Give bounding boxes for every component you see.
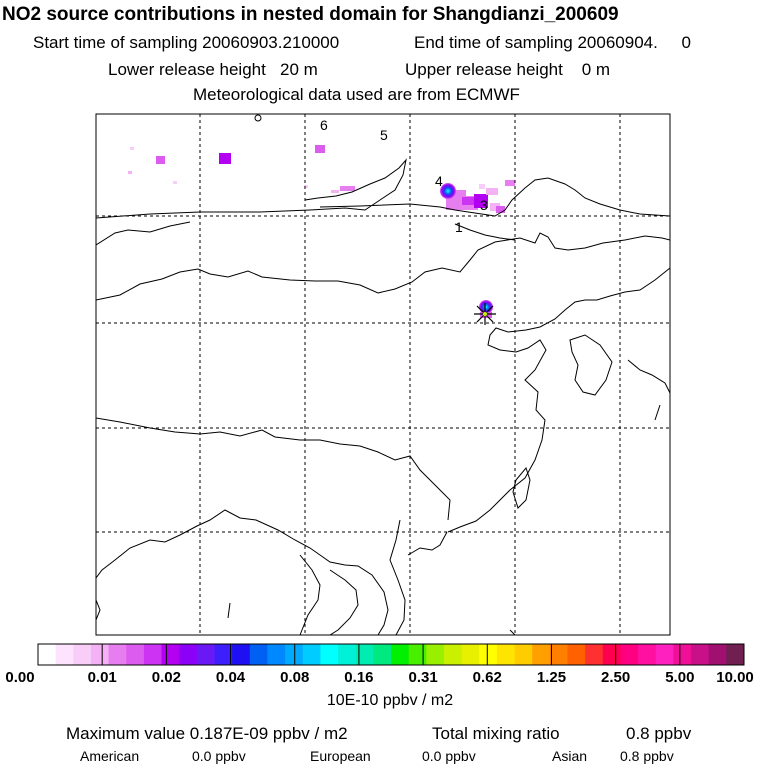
trajectory-point: [254, 114, 262, 122]
colorbar-tick-label: 0.01: [87, 669, 117, 686]
colorbar-swatch: [161, 644, 180, 665]
colorbar-swatch: [55, 644, 74, 665]
total-mixing-label: Total mixing ratio: [432, 724, 560, 743]
lower-release-label: Lower release height 20 m: [108, 60, 318, 79]
colorbar-swatch: [691, 644, 710, 665]
colorbar-swatch: [302, 644, 321, 665]
colorbar-swatch: [73, 644, 92, 665]
max-value-label: Maximum value 0.187E-09 ppbv / m2: [66, 724, 348, 743]
colorbar-tick-label: 0.02: [151, 669, 181, 686]
colorbar-swatch: [267, 644, 286, 665]
total-mixing-value: 0.8 ppbv: [626, 724, 692, 743]
colorbar-swatch: [655, 644, 674, 665]
colorbar-swatch: [426, 644, 445, 665]
colorbar-swatch: [338, 644, 357, 665]
map-outlines: [96, 158, 670, 635]
trajectory-label-5: 5: [380, 127, 388, 143]
map-layer: 6 5 4 3 1: [96, 114, 670, 635]
colorbar-tick-label: 2.50: [601, 669, 631, 686]
colorbar-frame: [37, 643, 745, 666]
concentration-field: [128, 145, 515, 318]
chart-title: NO2 source contributions in nested domai…: [2, 4, 619, 25]
colorbar-swatch: [567, 644, 586, 665]
american-value: 0.0 ppbv: [192, 748, 246, 764]
colorbar-swatch: [214, 644, 233, 665]
colorbar-tick-label: 5.00: [665, 669, 695, 686]
colorbar-swatch: [620, 644, 639, 665]
colorbar-swatch: [479, 644, 498, 665]
colorbar-swatch: [549, 644, 568, 665]
colorbar-swatch: [726, 644, 745, 665]
colorbar-swatch: [285, 644, 304, 665]
colorbar-swatch: [461, 644, 480, 665]
colorbar-swatch: [143, 644, 163, 665]
colorbar-units: 10E-10 ppbv / m2: [326, 692, 454, 709]
american-label: American: [80, 748, 140, 764]
trajectory-label-1: 1: [455, 219, 463, 235]
map-grid: [96, 114, 670, 635]
colorbar-swatch: [179, 644, 198, 665]
colorbar-tick-label: 0.31: [408, 669, 438, 686]
receptor-marker: [474, 303, 496, 325]
colorbar-swatch: [585, 644, 604, 665]
colorbar-swatch: [249, 644, 268, 665]
colorbar-swatch: [108, 644, 127, 665]
colorbar-swatch: [408, 644, 427, 665]
end-time-label: End time of sampling 20060904. 0: [414, 33, 691, 52]
trajectory-label-4: 4: [435, 173, 443, 189]
met-data-label: Meteorological data used are from ECMWF: [193, 85, 520, 104]
colorbar-swatch: [496, 644, 516, 665]
colorbar-swatch: [355, 644, 374, 665]
trajectory-label-6: 6: [320, 117, 328, 133]
map-frame: [95, 113, 671, 636]
colorbar-swatch: [232, 644, 251, 665]
colorbar-tick-label: 0.04: [215, 669, 246, 686]
colorbar-swatch: [638, 644, 657, 665]
trajectory-label-3: 3: [480, 197, 488, 213]
colorbar-swatch: [196, 644, 215, 665]
colorbar-swatch: [126, 644, 145, 665]
colorbar-swatch: [38, 644, 57, 665]
colorbar-swatch: [673, 644, 692, 665]
colorbar-tick-label: 1.25: [536, 669, 567, 686]
european-value: 0.0 ppbv: [422, 748, 476, 764]
colorbar: [37, 643, 745, 666]
colorbar-swatch: [602, 644, 621, 665]
colorbar-swatch: [90, 644, 110, 665]
asian-label: Asian: [552, 748, 588, 764]
colorbar-swatch: [708, 644, 727, 665]
colorbar-tick-label: 0.00: [5, 669, 35, 686]
colorbar-tick-label: 10.00: [716, 669, 754, 686]
colorbar-swatch: [514, 644, 533, 665]
colorbar-swatch: [320, 644, 339, 665]
trajectory-labels: 6 5 4 3 1: [254, 114, 488, 235]
colorbar-tick-label: 0.08: [280, 669, 310, 686]
colorbar-tick-label: 0.62: [472, 669, 502, 686]
asian-value: 0.8 ppbv: [620, 748, 674, 764]
european-label: European: [310, 748, 371, 764]
start-time-label: Start time of sampling 20060903.210000: [33, 33, 340, 52]
colorbar-swatch: [532, 644, 551, 665]
colorbar-swatch: [391, 644, 410, 665]
upper-release-label: Upper release height 0 m: [405, 60, 611, 79]
colorbar-swatch: [373, 644, 392, 665]
colorbar-swatch: [443, 644, 463, 665]
colorbar-tick-label: 0.16: [344, 669, 374, 686]
